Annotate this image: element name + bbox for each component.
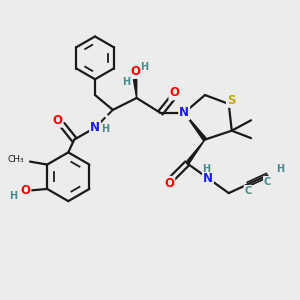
Text: H: H bbox=[276, 164, 284, 174]
Polygon shape bbox=[186, 140, 205, 164]
Text: N: N bbox=[179, 106, 189, 119]
Text: H: H bbox=[202, 164, 211, 174]
Text: C: C bbox=[244, 186, 252, 196]
Text: O: O bbox=[52, 114, 62, 127]
Text: CH₃: CH₃ bbox=[8, 155, 25, 164]
Text: N: N bbox=[203, 172, 213, 185]
Text: C: C bbox=[264, 177, 271, 187]
Text: H: H bbox=[101, 124, 110, 134]
Polygon shape bbox=[134, 80, 137, 98]
Text: O: O bbox=[20, 184, 31, 197]
Text: O: O bbox=[164, 177, 174, 190]
Text: S: S bbox=[227, 94, 236, 107]
Text: N: N bbox=[90, 121, 100, 134]
Text: O: O bbox=[169, 86, 179, 99]
Text: H: H bbox=[10, 191, 18, 201]
Text: H: H bbox=[122, 76, 130, 87]
Text: H: H bbox=[141, 62, 149, 72]
Polygon shape bbox=[184, 113, 206, 141]
Text: O: O bbox=[130, 65, 140, 78]
